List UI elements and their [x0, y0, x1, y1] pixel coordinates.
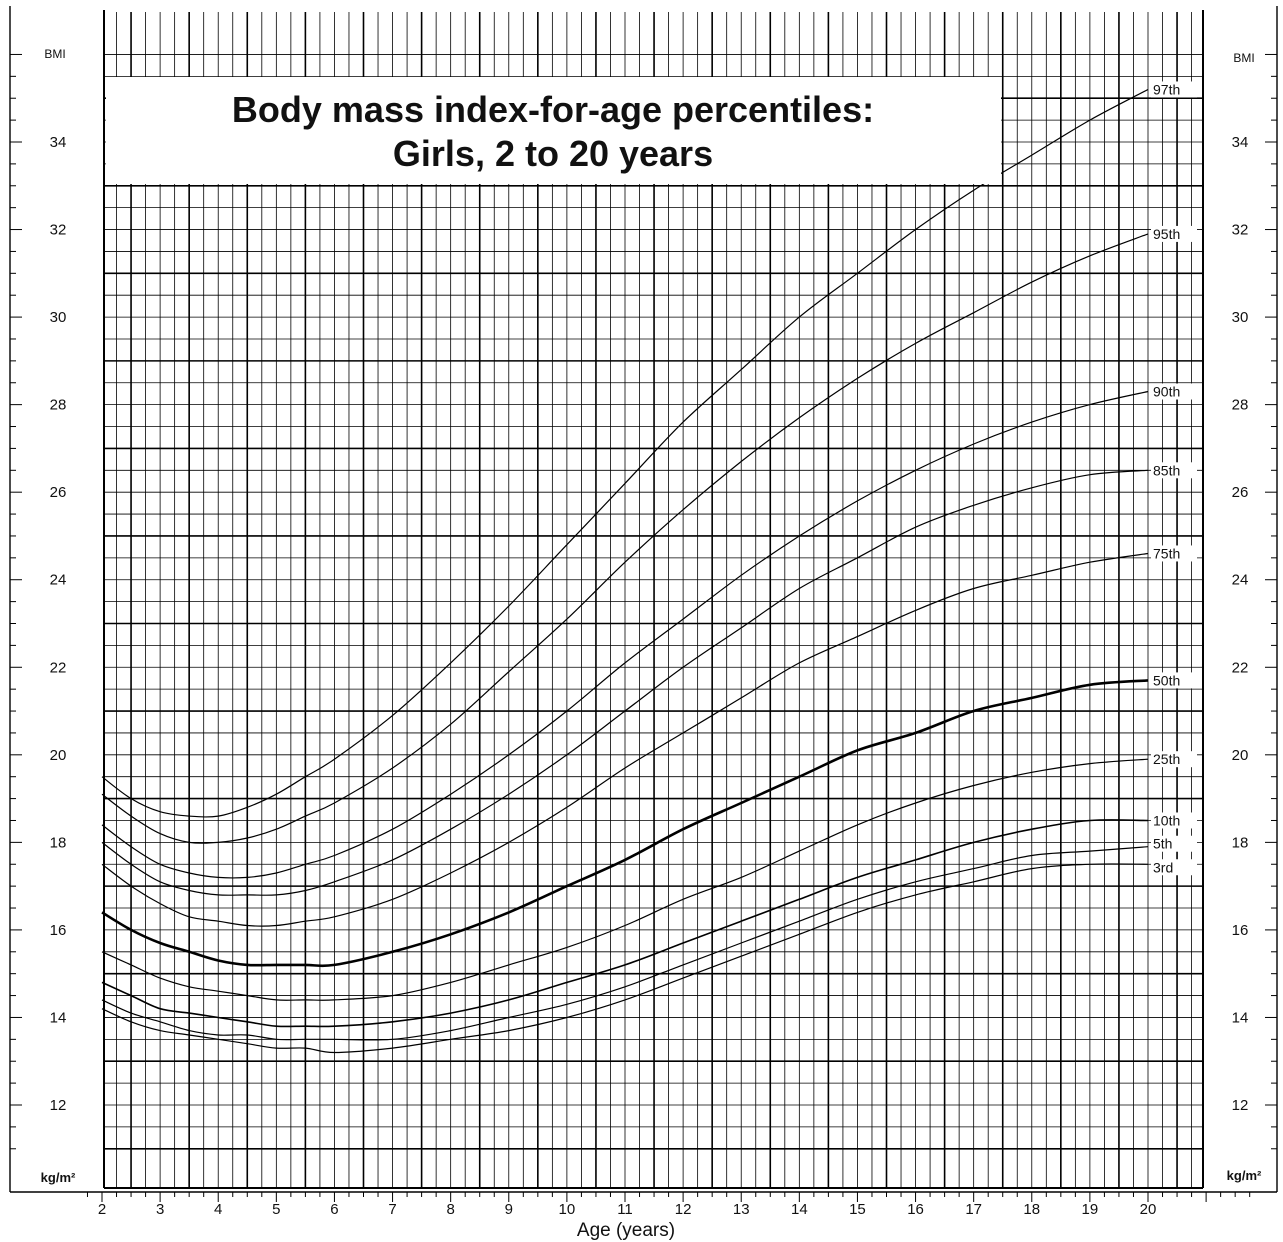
x-tick-label: 18: [1023, 1201, 1040, 1218]
y-tick-label-right: 22: [1232, 659, 1249, 676]
label-25th: 25th: [1153, 751, 1180, 767]
curve-85th: [101, 469, 1149, 896]
x-tick-label: 7: [388, 1201, 396, 1218]
curve-75th: [101, 552, 1149, 927]
label-bg-90th: [1151, 383, 1197, 400]
title-box: Body mass index-for-age percentiles: Gir…: [106, 77, 1001, 184]
label-bg-5th: [1151, 835, 1197, 852]
y-tick-label-right: 20: [1232, 747, 1249, 764]
chart-title: Body mass index-for-age percentiles:: [232, 89, 874, 130]
y-axis-label-right: BMI: [1233, 51, 1254, 65]
x-tick-label: 19: [1082, 1201, 1099, 1218]
x-tick-label: 20: [1140, 1201, 1157, 1218]
curve-50th: [101, 679, 1149, 968]
y-tick-label-right: 32: [1232, 222, 1249, 239]
label-bg-3rd: [1151, 859, 1197, 876]
y-tick-label-left: 14: [50, 1009, 67, 1026]
x-tick-label: 6: [330, 1201, 338, 1218]
y-tick-label-left: 18: [50, 834, 67, 851]
y-tick-label-left: 12: [50, 1097, 67, 1114]
curve-5th: [101, 846, 1149, 1041]
label-97th: 97th: [1153, 81, 1180, 97]
chart-subtitle: Girls, 2 to 20 years: [393, 133, 713, 174]
curve-3rd: [101, 863, 1149, 1054]
label-bg-95th: [1151, 225, 1197, 242]
curve-95th: [101, 233, 1149, 844]
y-tick-label-right: 28: [1232, 397, 1249, 414]
x-axis-label: Age (years): [577, 1220, 675, 1241]
x-tick-label: 15: [849, 1201, 866, 1218]
x-tick-label: 5: [272, 1201, 280, 1218]
label-bg-75th: [1151, 545, 1197, 562]
x-tick-label: 14: [791, 1201, 808, 1218]
label-90th: 90th: [1153, 384, 1180, 400]
y-tick-label-right: 24: [1232, 572, 1249, 589]
y-tick-label-left: 30: [50, 309, 67, 326]
y-tick-label-right: 18: [1232, 834, 1249, 851]
y-tick-label-left: 32: [50, 222, 67, 239]
y-tick-label-left: 20: [50, 747, 67, 764]
label-95th: 95th: [1153, 226, 1180, 242]
label-bg-50th: [1151, 672, 1197, 689]
label-50th: 50th: [1153, 672, 1180, 688]
x-tick-label: 11: [617, 1201, 633, 1218]
x-tick-label: 16: [907, 1201, 924, 1218]
y-tick-label-left: 24: [50, 572, 67, 589]
x-tick-label: 13: [733, 1201, 750, 1218]
chart-grid: [104, 12, 1203, 1188]
label-85th: 85th: [1153, 462, 1180, 478]
curve-90th: [101, 390, 1149, 879]
x-tick-label: 12: [675, 1201, 692, 1218]
label-3rd: 3rd: [1153, 859, 1173, 875]
x-tick-label: 8: [446, 1201, 454, 1218]
x-tick-label: 9: [505, 1201, 513, 1218]
y-unit-label-left: kg/m²: [41, 1170, 76, 1185]
x-tick-label: 2: [98, 1201, 106, 1218]
y-tick-label-right: 16: [1232, 922, 1249, 939]
label-bg-85th: [1151, 462, 1197, 479]
label-bg-97th: [1151, 81, 1197, 98]
curve-25th: [101, 758, 1149, 1001]
percentile-curves: [101, 88, 1149, 1054]
y-tick-label-left: 26: [50, 484, 67, 501]
y-axis-label-left: BMI: [44, 47, 65, 61]
curve-97th: [101, 88, 1149, 818]
y-tick-label-left: 34: [50, 134, 67, 151]
label-bg-25th: [1151, 751, 1197, 768]
percentile-labels: 97th 95th 90th 85th 75th 50th 25th 10th 5th 3rd: [1151, 81, 1197, 876]
x-tick-label: 17: [965, 1201, 982, 1218]
y-tick-label-left: 28: [50, 397, 67, 414]
y-tick-label-left: 16: [50, 922, 67, 939]
label-10th: 10th: [1153, 812, 1180, 828]
y-tick-label-left: 22: [50, 659, 67, 676]
y-tick-label-right: 14: [1232, 1009, 1249, 1026]
y-tick-label-right: 12: [1232, 1097, 1249, 1114]
y-tick-label-right: 30: [1232, 309, 1249, 326]
y-tick-label-right: 26: [1232, 484, 1249, 501]
x-tick-label: 4: [214, 1201, 222, 1218]
x-tick-label: 10: [559, 1201, 576, 1218]
label-5th: 5th: [1153, 836, 1172, 852]
x-tick-label: 3: [156, 1201, 164, 1218]
y-tick-label-right: 34: [1232, 134, 1249, 151]
label-75th: 75th: [1153, 545, 1180, 561]
curve-10th: [101, 819, 1149, 1028]
y-unit-label-right: kg/m²: [1227, 1168, 1262, 1183]
label-bg-10th: [1151, 812, 1197, 829]
